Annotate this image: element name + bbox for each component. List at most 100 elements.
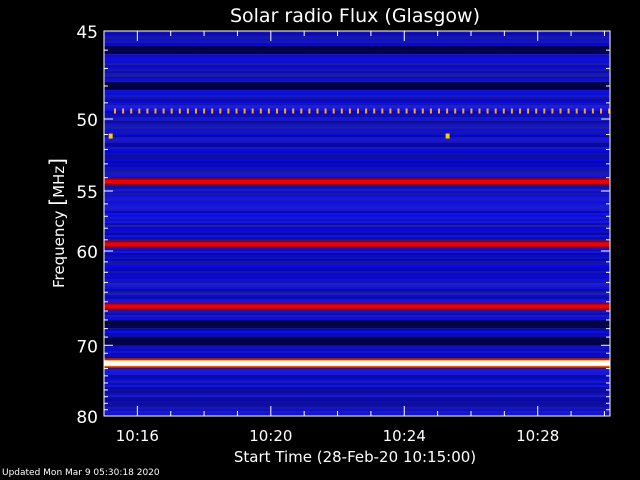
emission-dot bbox=[413, 108, 416, 114]
noise-row bbox=[104, 271, 610, 273]
noise-row bbox=[104, 395, 610, 397]
noise-row bbox=[104, 371, 610, 373]
noise-row bbox=[104, 347, 610, 349]
noise-row bbox=[104, 33, 610, 35]
y-axis-unit: MHz bbox=[50, 166, 68, 198]
noise-row bbox=[104, 165, 610, 167]
noise-row bbox=[104, 133, 610, 135]
plot-frame bbox=[103, 30, 611, 417]
noise-row bbox=[104, 99, 610, 101]
burst-point bbox=[445, 133, 450, 139]
emission-dot bbox=[219, 108, 222, 114]
noise-row bbox=[104, 169, 610, 171]
emission-dot bbox=[292, 108, 295, 114]
noise-row bbox=[104, 117, 610, 119]
emission-dot bbox=[340, 108, 343, 114]
noise-row bbox=[104, 171, 610, 173]
noise-row bbox=[104, 201, 610, 203]
noise-row bbox=[104, 375, 610, 377]
emission-dot bbox=[421, 108, 424, 114]
noise-row bbox=[104, 63, 610, 65]
emission-dot bbox=[130, 108, 133, 114]
dark-band bbox=[104, 82, 610, 90]
noise-row bbox=[104, 379, 610, 381]
emission-dot bbox=[122, 108, 125, 114]
noise-row bbox=[104, 403, 610, 405]
noise-row bbox=[104, 145, 610, 147]
emission-dot bbox=[438, 108, 440, 114]
emission-dot bbox=[608, 108, 610, 114]
noise-row bbox=[104, 197, 610, 199]
noise-row bbox=[104, 195, 610, 197]
noise-row bbox=[104, 207, 610, 209]
noise-row bbox=[104, 59, 610, 61]
noise-row bbox=[104, 257, 610, 259]
noise-row bbox=[104, 405, 610, 407]
noise-row bbox=[104, 383, 610, 385]
dark-band bbox=[104, 337, 610, 346]
x-tick-label: 10:28 bbox=[516, 427, 559, 445]
noise-row bbox=[104, 127, 610, 129]
noise-row bbox=[104, 175, 610, 177]
noise-row bbox=[104, 107, 610, 109]
noise-row bbox=[104, 407, 610, 409]
y-tick-label: 80 bbox=[76, 408, 98, 428]
noise-row bbox=[104, 399, 610, 401]
noise-row bbox=[104, 319, 610, 321]
emission-dot bbox=[186, 108, 189, 114]
emission-dot bbox=[146, 108, 149, 114]
emission-dot bbox=[373, 108, 376, 114]
emission-dot bbox=[227, 108, 230, 114]
y-axis-label-text: Frequency bbox=[50, 206, 68, 288]
emission-dot bbox=[235, 108, 238, 114]
noise-row bbox=[104, 267, 610, 269]
emission-dot bbox=[543, 108, 546, 114]
noise-row bbox=[104, 401, 610, 403]
noise-row bbox=[104, 277, 610, 279]
noise-row bbox=[104, 285, 610, 287]
emission-dot bbox=[203, 108, 206, 114]
noise-row bbox=[104, 315, 610, 317]
noise-row bbox=[104, 121, 610, 123]
noise-row bbox=[104, 357, 610, 359]
emission-dot bbox=[114, 108, 116, 114]
y-axis-bracket-right: ] bbox=[45, 158, 69, 166]
noise-row bbox=[104, 95, 610, 97]
noise-row bbox=[104, 239, 610, 241]
noise-row bbox=[104, 313, 610, 315]
emission-dot bbox=[535, 108, 538, 114]
noise-row bbox=[104, 231, 610, 233]
noise-row bbox=[104, 205, 610, 207]
noise-row bbox=[104, 55, 610, 57]
noise-row bbox=[104, 233, 610, 235]
emission-dot bbox=[154, 108, 157, 114]
emission-dot bbox=[348, 108, 351, 114]
noise-row bbox=[104, 139, 610, 141]
noise-row bbox=[104, 331, 610, 333]
noise-row bbox=[104, 293, 610, 295]
x-tick-label: 10:20 bbox=[249, 427, 292, 445]
noise-row bbox=[104, 349, 610, 351]
emission-dot bbox=[551, 108, 554, 114]
x-tick-label: 10:24 bbox=[383, 427, 426, 445]
noise-row bbox=[104, 137, 610, 139]
emission-dot bbox=[583, 108, 586, 114]
noise-row bbox=[104, 237, 610, 239]
noise-row bbox=[104, 189, 610, 191]
emission-dot bbox=[162, 108, 165, 114]
emission-dot bbox=[527, 108, 530, 114]
noise-row bbox=[104, 217, 610, 219]
emission-dot bbox=[575, 108, 578, 114]
noise-row bbox=[104, 299, 610, 301]
noise-row bbox=[104, 91, 610, 93]
emission-dot bbox=[276, 108, 278, 114]
noise-row bbox=[104, 235, 610, 237]
noise-row bbox=[104, 35, 610, 37]
emission-band bbox=[104, 179, 610, 184]
axis-ticks: 45 50 55 60 70 80 10:16 10:20 10:24 10:28 bbox=[76, 23, 610, 445]
noise-row bbox=[104, 43, 610, 45]
noise-row bbox=[104, 273, 610, 275]
y-axis-label: Frequency [MHz] bbox=[45, 158, 69, 288]
noise-row bbox=[104, 229, 610, 231]
noise-row bbox=[104, 373, 610, 375]
